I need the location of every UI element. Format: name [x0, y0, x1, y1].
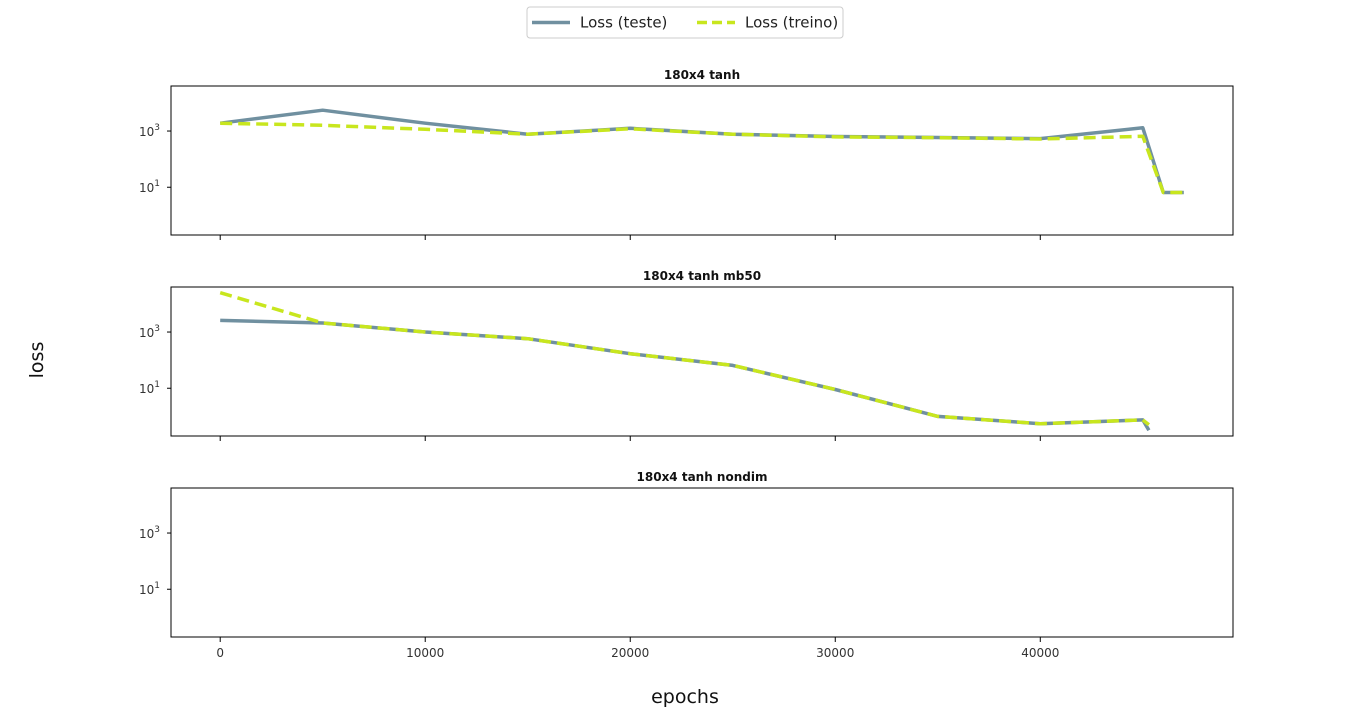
- x-tick-label: 40000: [1021, 646, 1059, 660]
- plot-frame: [170, 286, 1234, 437]
- legend-frame: [526, 6, 844, 39]
- series-line-teste: [219, 108, 1184, 195]
- series-line-treino: [220, 121, 1184, 195]
- y-tick-label: 103: [139, 324, 160, 340]
- y-axis-label: loss: [26, 342, 48, 379]
- legend-label-treino: Loss (treino): [745, 14, 838, 32]
- subplot-title: 180x4 tanh nondim: [637, 470, 768, 484]
- y-tick-label: 101: [139, 380, 160, 396]
- subplot-tanh-mb50: 180x4 tanh mb50 101 103: [139, 269, 1234, 441]
- x-tick-label: 0: [216, 646, 224, 660]
- subplot-title: 180x4 tanh mb50: [643, 269, 761, 283]
- x-tick-label: 20000: [611, 646, 649, 660]
- series-line-teste: [220, 318, 1151, 432]
- x-tick-label: 30000: [816, 646, 854, 660]
- x-tick-label: 10000: [406, 646, 444, 660]
- legend-label-teste: Loss (teste): [580, 14, 667, 32]
- subplot-title: 180x4 tanh: [664, 68, 740, 82]
- subplot-tanh-nondim: 180x4 tanh nondim 101 103 0 10000 20000 30000 4…: [139, 470, 1234, 660]
- subplot-tanh: 180x4 tanh 101 103: [139, 68, 1234, 240]
- x-axis-label: epochs: [651, 686, 719, 708]
- y-tick-label: 101: [139, 581, 160, 597]
- plot-frame: [170, 85, 1234, 236]
- plot-frame: [170, 487, 1234, 638]
- y-tick-label: 103: [139, 123, 160, 139]
- y-tick-label: 101: [139, 179, 160, 195]
- legend: Loss (teste) Loss (treino): [526, 6, 844, 39]
- y-tick-label: 103: [139, 525, 160, 541]
- series-line-treino: [219, 291, 1150, 427]
